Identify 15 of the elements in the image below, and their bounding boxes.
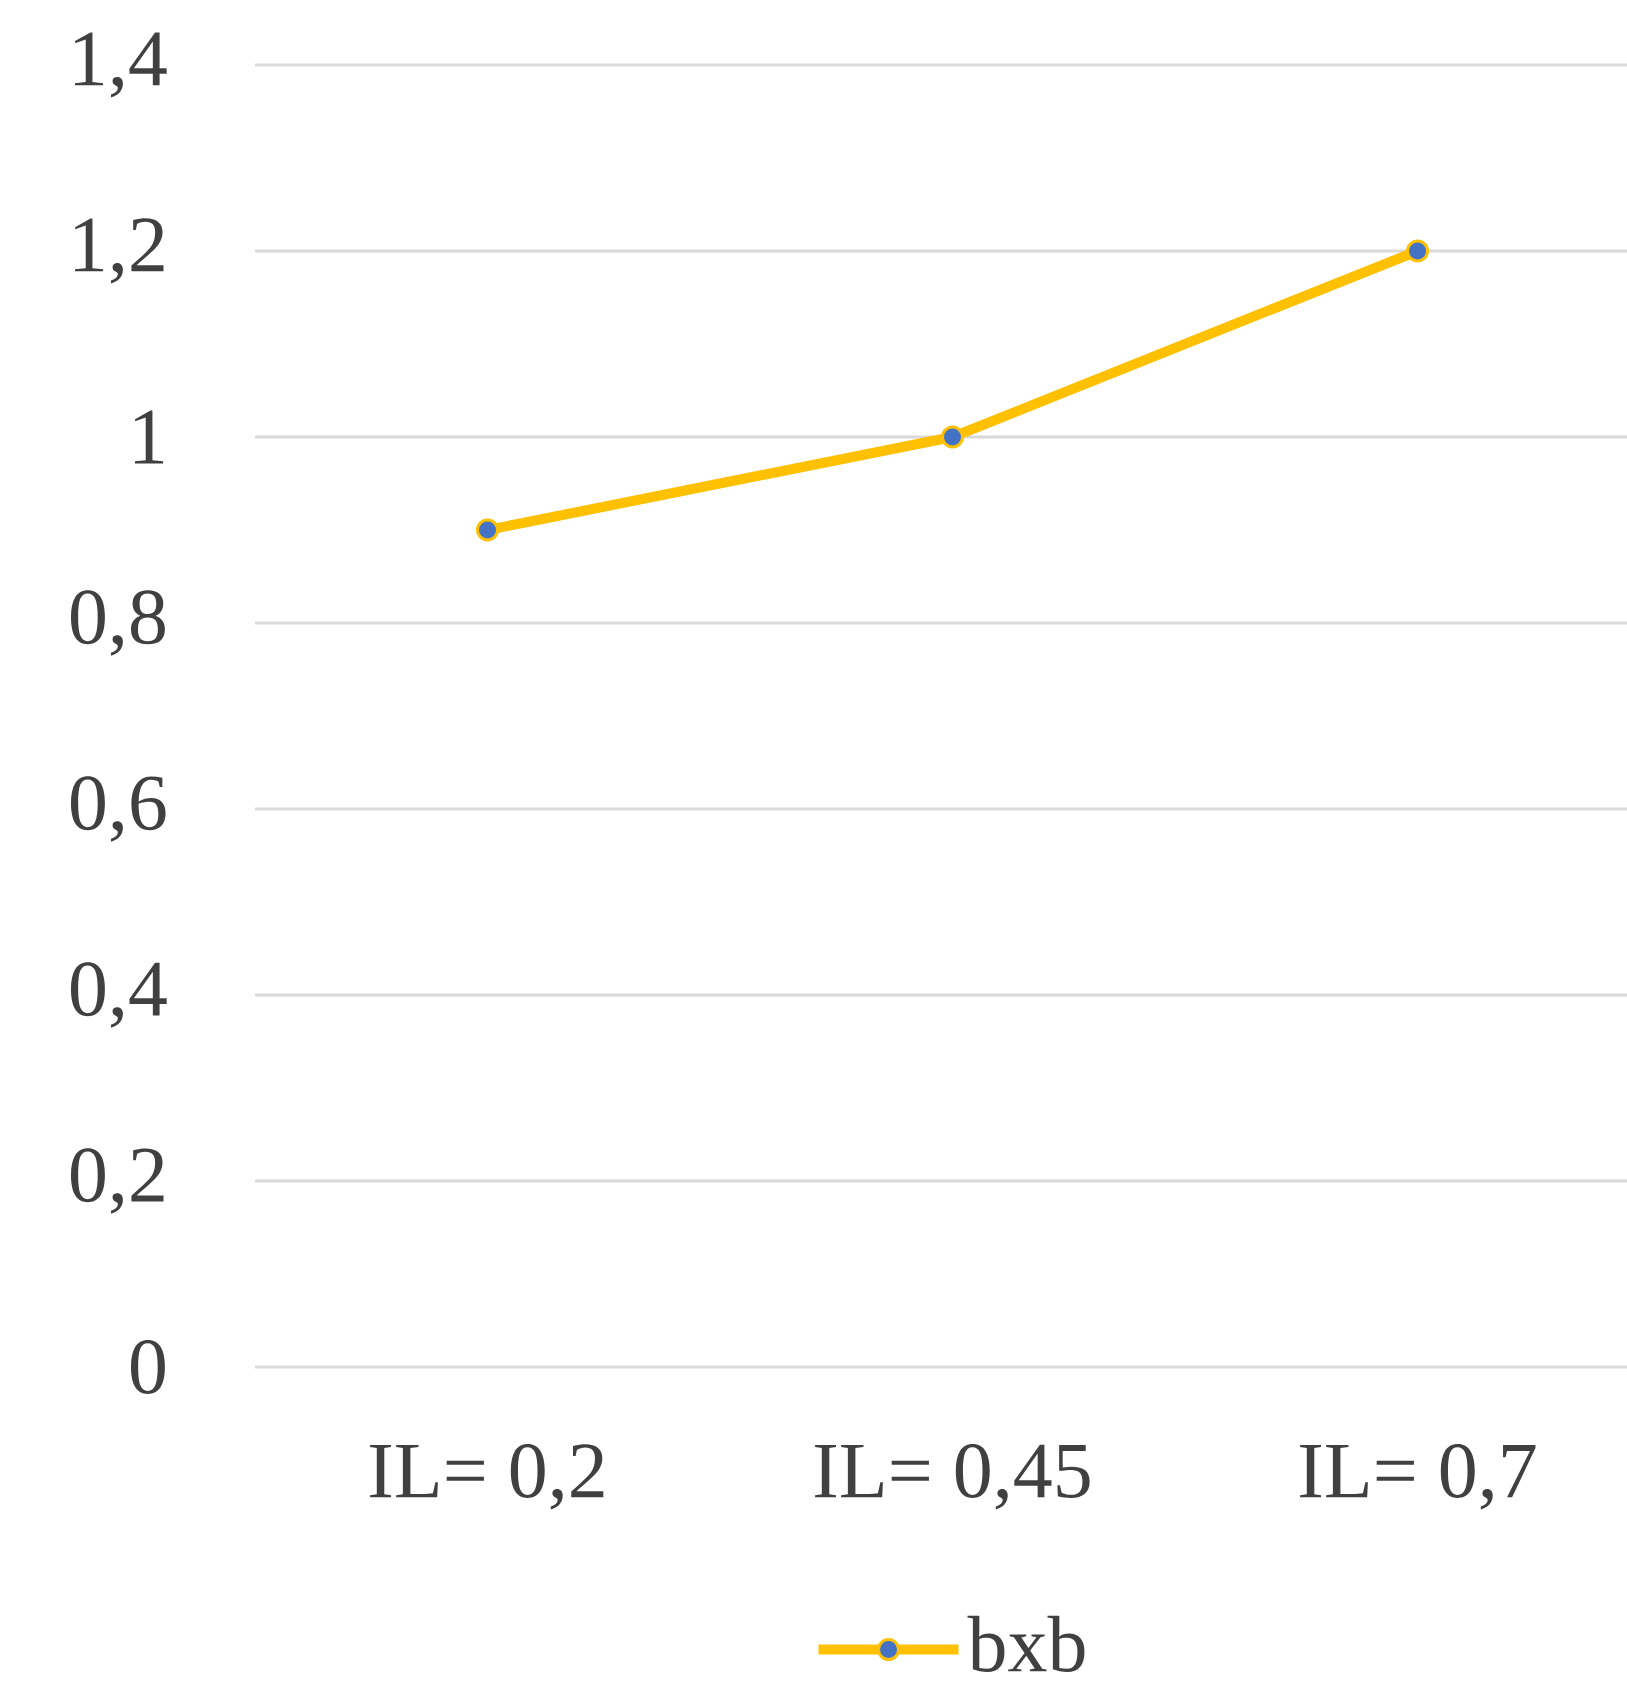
x-tick-label: IL= 0,7 (1300, 1444, 1536, 1510)
x-tick-label: IL= 0,2 (370, 1444, 604, 1510)
y-tick-label: 1,4 (74, 32, 167, 98)
y-tick-label: 0,6 (70, 776, 166, 842)
y-tick-label: 0 (130, 1340, 165, 1394)
y-tick-label: 0,2 (70, 1148, 164, 1214)
y-tick-label: 0,8 (70, 590, 165, 656)
point (941, 425, 965, 449)
legend-label: bxb (967, 1615, 1085, 1673)
point (1406, 239, 1430, 263)
y-tick-label: 1 (134, 410, 164, 464)
point (476, 518, 500, 542)
y-tick-label: 0,4 (70, 962, 167, 1028)
y-tick-label: 1,2 (74, 218, 164, 284)
x-tick-label: IL= 0,45 (815, 1444, 1090, 1510)
